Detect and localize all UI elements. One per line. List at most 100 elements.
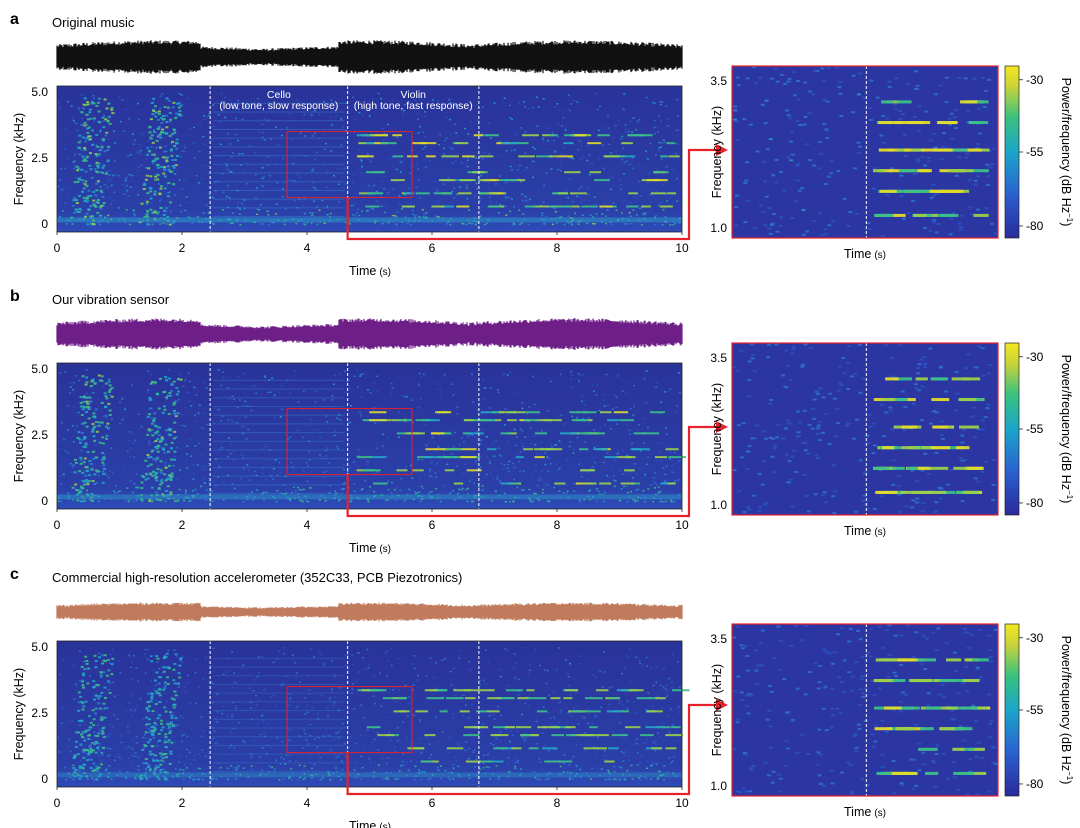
spectrogram-cell — [375, 447, 378, 449]
spectrogram-cell — [101, 442, 105, 445]
spectrogram-cell — [266, 210, 269, 213]
spectrogram-cell — [628, 680, 631, 683]
spectrogram-cell — [87, 195, 91, 198]
spectrogram-cell — [153, 381, 157, 384]
spectrogram-cell — [417, 459, 420, 461]
spectrogram-cell — [89, 205, 93, 208]
spectrogram-cell — [145, 657, 148, 659]
spectrogram-cell — [632, 743, 635, 746]
spectrogram-cell — [444, 769, 447, 772]
spectrogram-cell — [441, 424, 444, 427]
zoom-cell — [834, 435, 839, 438]
spectrogram-cell — [105, 171, 108, 173]
spectrogram-cell — [439, 394, 442, 396]
spectrogram-cell — [93, 382, 97, 385]
spectrogram-cell — [148, 499, 152, 502]
spectrogram-cell — [180, 740, 183, 743]
spectrogram-cell — [313, 738, 316, 740]
spectrogram-cell — [156, 693, 159, 696]
spectrogram-cell — [151, 223, 154, 225]
spectrogram-cell — [549, 723, 552, 725]
spectrogram-cell — [58, 673, 61, 676]
spectrogram-cell — [91, 129, 95, 132]
spectrogram-cell — [228, 437, 231, 440]
spectrogram-cell — [384, 652, 387, 654]
spectrogram-cell — [95, 164, 98, 166]
spectrogram-cell — [192, 496, 195, 498]
spectrogram-cell — [161, 93, 164, 95]
spectrogram-cell — [308, 424, 311, 426]
spectrogram-cell — [59, 483, 62, 486]
spectrogram-cell — [421, 495, 424, 498]
spectrogram-cell — [323, 663, 326, 665]
spectrogram-cell — [147, 732, 150, 734]
spectrogram-cell — [132, 133, 135, 135]
spectrogram-cell — [157, 777, 160, 780]
spectrogram-cell — [418, 383, 421, 385]
spectrogram-cell — [568, 778, 571, 781]
spectrogram-cell — [512, 462, 515, 465]
spectrogram-cell — [121, 419, 124, 422]
spectrogram-cell — [513, 466, 516, 469]
spectrogram-cell — [148, 473, 152, 476]
spectrogram-cell — [460, 181, 463, 183]
zoom-cell — [817, 211, 822, 214]
spectrogram-cell — [654, 493, 657, 496]
spectrogram-cell — [73, 471, 77, 474]
zoom-cell — [934, 510, 939, 513]
spectrogram-cell — [333, 676, 336, 678]
zoom-cell — [855, 213, 860, 216]
zoom-cell — [766, 343, 771, 346]
spectrogram-cell — [157, 774, 160, 776]
spectrogram-cell — [434, 472, 437, 474]
spectrogram-cell — [100, 676, 103, 679]
spectrogram-cell — [447, 177, 450, 179]
spectrogram-cell — [148, 407, 151, 410]
spectrogram-cell — [360, 159, 363, 161]
spectrogram-cell — [204, 656, 207, 659]
spectrogram-cell — [301, 408, 304, 411]
spectrogram-cell — [315, 206, 318, 208]
spectrogram-cell — [674, 152, 677, 155]
zoom-cell — [853, 510, 858, 513]
spectrogram-cell — [180, 210, 183, 213]
spectrogram-cell — [560, 414, 563, 417]
spectrogram-cell — [657, 770, 660, 773]
spectrogram-cell — [229, 222, 232, 225]
spectrogram-cell — [105, 416, 108, 419]
spectrogram-cell — [179, 155, 182, 158]
spectrogram-cell — [315, 188, 318, 191]
zoom-harmonic — [910, 148, 925, 152]
zoom-harmonic — [962, 490, 979, 494]
harmonic-streak — [633, 432, 646, 435]
spectrogram-cell — [408, 696, 411, 698]
zoom-cell — [800, 123, 805, 126]
spectrogram-cell — [85, 376, 89, 379]
spectrogram-cell — [140, 133, 143, 135]
spectrogram-cell — [674, 479, 677, 482]
spectrogram-cell — [548, 771, 551, 774]
spectrogram-cell — [59, 179, 62, 181]
spectrogram-cell — [663, 391, 666, 393]
spectrogram-cell — [442, 147, 445, 150]
spectrogram-cell — [148, 131, 152, 134]
spectrogram-cell — [84, 443, 88, 446]
spectrogram-cell — [550, 168, 553, 170]
spectrogram-cell — [430, 491, 433, 493]
spectrogram-cell — [66, 429, 69, 431]
harmonic-streak — [512, 142, 529, 145]
spectrogram-cell — [642, 442, 645, 444]
spectrogram-cell — [458, 186, 461, 188]
zoom-cell — [779, 216, 784, 219]
spectrogram-cell — [303, 212, 306, 215]
spectrogram-cell — [190, 774, 193, 776]
zoom-cell — [800, 363, 805, 366]
spectrogram-cell — [521, 713, 524, 716]
spectrogram-cell — [603, 758, 606, 761]
spectrogram-cell — [159, 479, 163, 482]
spectrogram-cell — [593, 196, 596, 198]
spectrogram-cell — [164, 500, 167, 503]
spectrogram-cell — [411, 689, 414, 691]
spectrogram-cell — [214, 190, 217, 192]
spectrogram-cell — [166, 477, 170, 480]
